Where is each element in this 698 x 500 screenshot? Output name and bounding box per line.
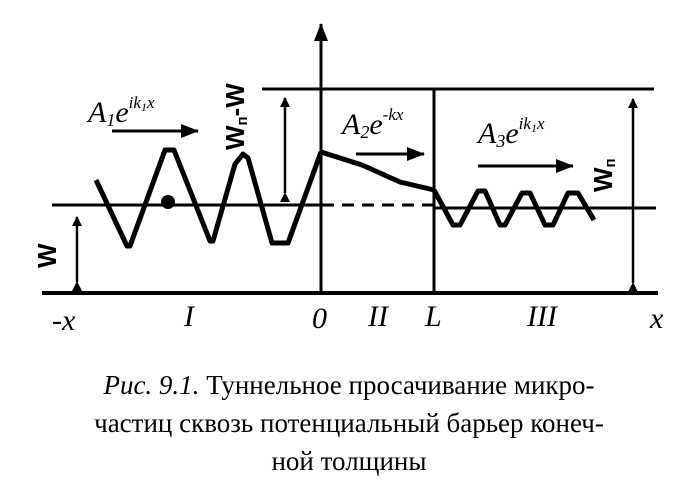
region-ii-label: II [368, 300, 388, 333]
a2-base: e [369, 108, 383, 141]
amplitude-a1: A1eik1x [88, 94, 154, 129]
wpi-minus-w-rest: -W [220, 83, 250, 117]
a3-exp-idx: 1 [530, 121, 537, 135]
x-label: x [650, 302, 664, 335]
wpi-minus-w-label: Wп-W [220, 83, 251, 150]
a1-idx: 1 [106, 110, 116, 130]
wpi-minus-w-main: W [220, 125, 250, 150]
caption-line-2: частиц сквозь потенциальный барьер конеч… [94, 408, 604, 438]
amplitude-a2: A2e-kx [342, 106, 403, 141]
transmitted-wave [431, 188, 597, 228]
a3-exp: ik1x [518, 114, 545, 135]
a3-idx: 3 [496, 131, 506, 151]
l-label: L [425, 300, 442, 333]
incident-wave [93, 147, 324, 249]
w-label-text: W [32, 243, 62, 268]
a3-exp-var: x [536, 114, 545, 133]
a1-exp-var: x [146, 93, 155, 112]
a3-exp-text: ik [518, 114, 531, 133]
wpi-label: Wп [588, 158, 619, 192]
wpi-minus-w-sub: п [234, 116, 251, 126]
a3-coef: A [478, 117, 497, 150]
region-i-label: I [184, 300, 194, 333]
wpi-main: W [588, 167, 618, 192]
tunneling-diagram [42, 23, 658, 295]
decaying-wave [320, 149, 435, 193]
particle-dot [161, 195, 175, 209]
origin-label: 0 [312, 302, 327, 335]
a3-base: e [505, 117, 519, 150]
neg-x-label: -x [52, 304, 76, 337]
a2-idx: 2 [360, 122, 370, 142]
a2-coef: A [342, 108, 361, 141]
a1-base: e [115, 96, 129, 129]
region-iii-label: III [527, 300, 557, 333]
wpi-sub: п [602, 158, 619, 168]
a1-exp-text: ik [128, 93, 141, 112]
a2-exp: -kx [382, 105, 404, 124]
caption-line-1: Рис. 9.1. Туннельное просачивание микро- [20, 366, 678, 404]
figure-caption: Рис. 9.1. Туннельное просачивание микро-… [20, 366, 678, 480]
caption-line-1-text: Туннельное просачивание микро- [206, 370, 595, 400]
a1-exp-idx: 1 [140, 100, 147, 114]
amplitude-a3: A3eik1x [478, 115, 544, 150]
a1-coef: A [88, 96, 107, 129]
w-label: W [32, 243, 62, 268]
caption-number: Рис. 9.1. [103, 370, 200, 400]
caption-line-3: ной толщины [271, 446, 427, 476]
a1-exp: ik1x [128, 93, 155, 114]
